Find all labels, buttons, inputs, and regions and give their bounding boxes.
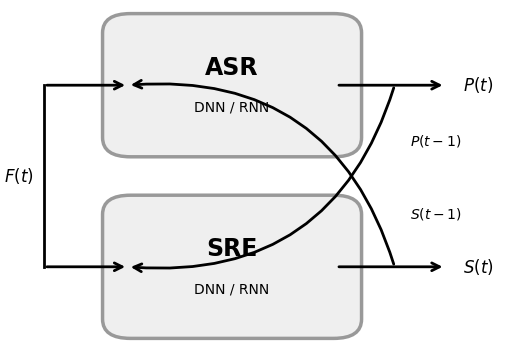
Text: $P(t-1)$: $P(t-1)$ [410, 133, 461, 149]
Text: $F(t)$: $F(t)$ [4, 166, 34, 186]
Text: ASR: ASR [205, 56, 259, 80]
Text: $P(t)$: $P(t)$ [463, 75, 493, 95]
Text: DNN / RNN: DNN / RNN [194, 283, 270, 296]
Text: DNN / RNN: DNN / RNN [194, 101, 270, 115]
Text: $S(t-1)$: $S(t-1)$ [410, 206, 461, 222]
FancyBboxPatch shape [102, 14, 362, 157]
Text: SRE: SRE [206, 237, 258, 261]
Text: $S(t)$: $S(t)$ [463, 257, 494, 277]
FancyBboxPatch shape [102, 195, 362, 338]
